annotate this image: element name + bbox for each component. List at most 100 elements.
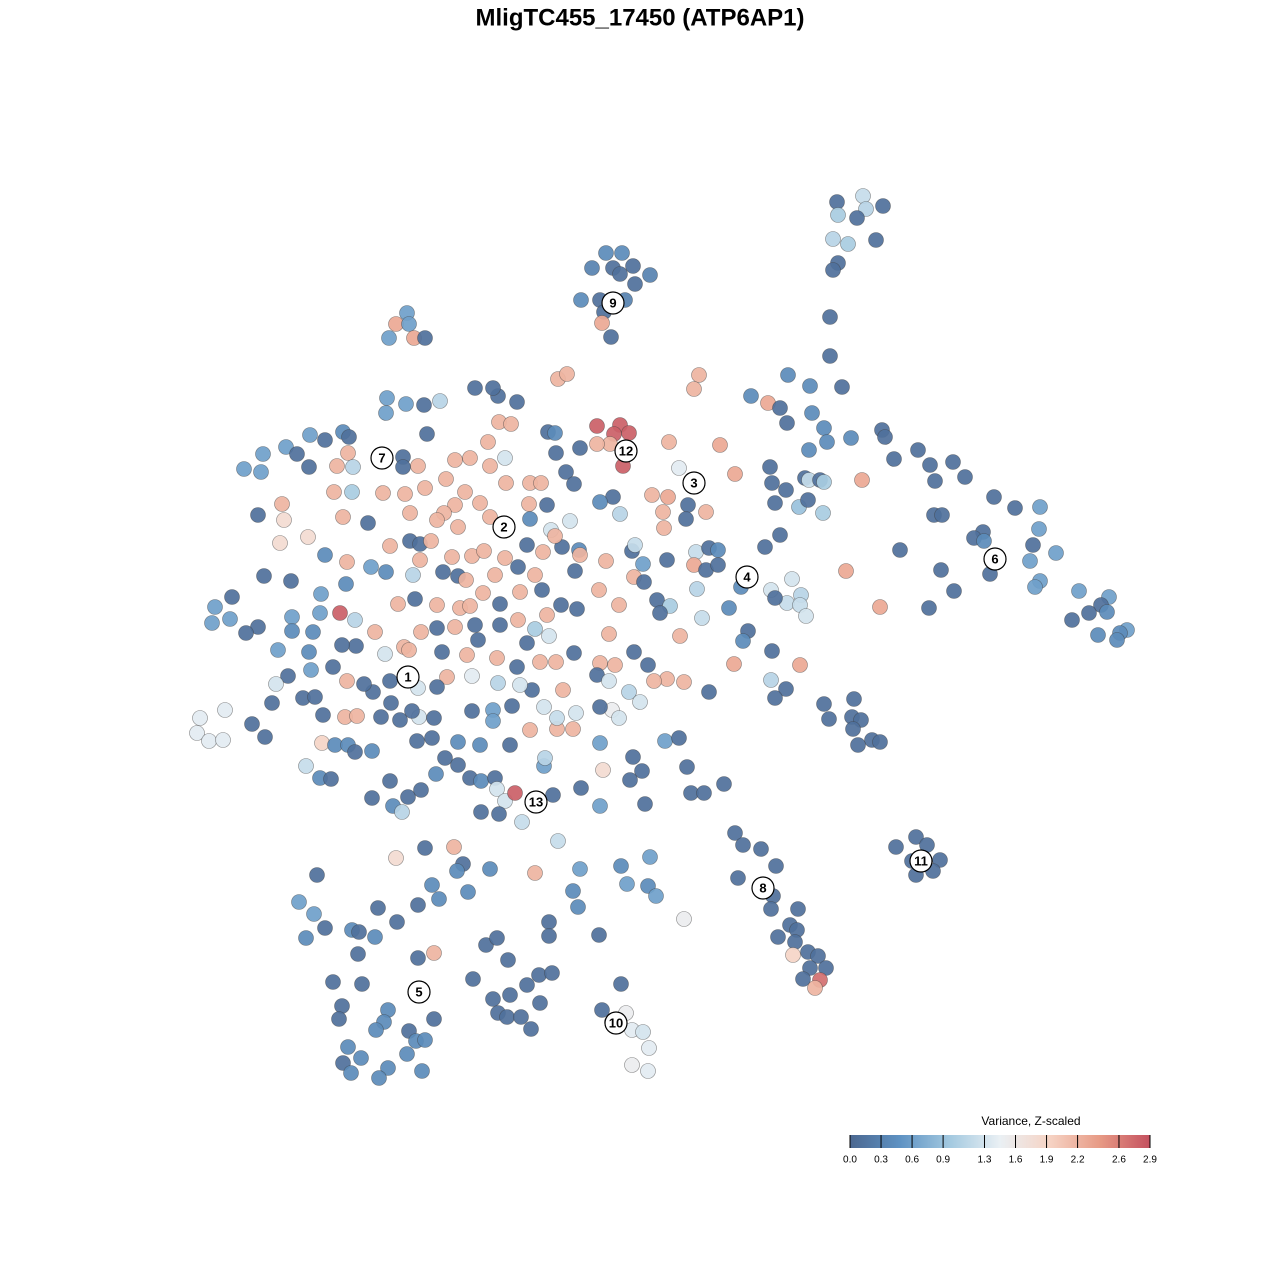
point	[1064, 612, 1080, 628]
point	[846, 691, 862, 707]
point	[377, 646, 393, 662]
point	[558, 464, 574, 480]
point	[770, 929, 786, 945]
point	[363, 559, 379, 575]
point	[804, 405, 820, 421]
point	[635, 1024, 651, 1040]
point	[426, 1011, 442, 1027]
point	[382, 538, 398, 554]
point	[661, 434, 677, 450]
point	[347, 612, 363, 628]
point	[268, 676, 284, 692]
point	[548, 445, 564, 461]
colorbar-tick-label: 1.9	[1040, 1155, 1054, 1166]
point	[413, 624, 429, 640]
point	[298, 930, 314, 946]
point	[976, 533, 992, 549]
point	[404, 703, 420, 719]
point	[204, 615, 220, 631]
point	[412, 552, 428, 568]
point	[779, 415, 795, 431]
point	[554, 539, 570, 555]
point	[510, 559, 526, 575]
point	[757, 539, 773, 555]
point	[278, 439, 294, 455]
colorbar-tick-label: 2.2	[1071, 1155, 1085, 1166]
point	[417, 1032, 433, 1048]
point	[300, 529, 316, 545]
point	[825, 231, 841, 247]
colorbar-tick-label: 0.9	[936, 1155, 950, 1166]
cluster-label-badge	[909, 849, 933, 873]
point	[450, 757, 466, 773]
point	[519, 977, 535, 993]
point	[189, 725, 205, 741]
point	[780, 367, 796, 383]
point	[410, 950, 426, 966]
point	[532, 654, 548, 670]
point	[678, 511, 694, 527]
point	[348, 638, 364, 654]
point	[354, 976, 370, 992]
point	[413, 782, 429, 798]
point	[485, 713, 501, 729]
point	[340, 1039, 356, 1055]
point	[314, 735, 330, 751]
points	[189, 188, 1135, 1086]
point	[572, 861, 588, 877]
point	[642, 267, 658, 283]
point	[591, 582, 607, 598]
point	[498, 475, 514, 491]
point	[559, 366, 575, 382]
point	[350, 946, 366, 962]
point	[730, 870, 746, 886]
point	[335, 509, 351, 525]
point	[539, 497, 555, 513]
point	[367, 624, 383, 640]
point	[986, 489, 1002, 505]
point	[772, 527, 788, 543]
point	[264, 695, 280, 711]
point	[652, 605, 668, 621]
point	[834, 379, 850, 395]
point	[429, 512, 445, 528]
point	[822, 309, 838, 325]
point	[603, 329, 619, 345]
point	[428, 766, 444, 782]
point	[489, 781, 505, 797]
point	[845, 721, 861, 737]
point	[424, 877, 440, 893]
point	[462, 598, 478, 614]
point	[519, 635, 535, 651]
point	[613, 858, 629, 874]
point	[854, 472, 870, 488]
point	[584, 260, 600, 276]
point	[676, 911, 692, 927]
point	[236, 461, 252, 477]
point	[767, 495, 783, 511]
point	[256, 568, 272, 584]
point	[601, 626, 617, 642]
point	[400, 789, 416, 805]
point	[344, 484, 360, 500]
point	[394, 804, 410, 820]
point	[672, 628, 688, 644]
point	[503, 416, 519, 432]
point	[541, 628, 557, 644]
point	[512, 677, 528, 693]
point	[544, 965, 560, 981]
point	[527, 621, 543, 637]
point	[201, 733, 217, 749]
point	[378, 405, 394, 421]
point	[489, 930, 505, 946]
point	[492, 596, 508, 612]
point	[872, 734, 888, 750]
point	[274, 496, 290, 512]
point	[815, 505, 831, 521]
point	[347, 744, 363, 760]
point	[1081, 605, 1097, 621]
point	[392, 712, 408, 728]
point	[383, 695, 399, 711]
point	[1109, 632, 1125, 648]
point	[838, 563, 854, 579]
